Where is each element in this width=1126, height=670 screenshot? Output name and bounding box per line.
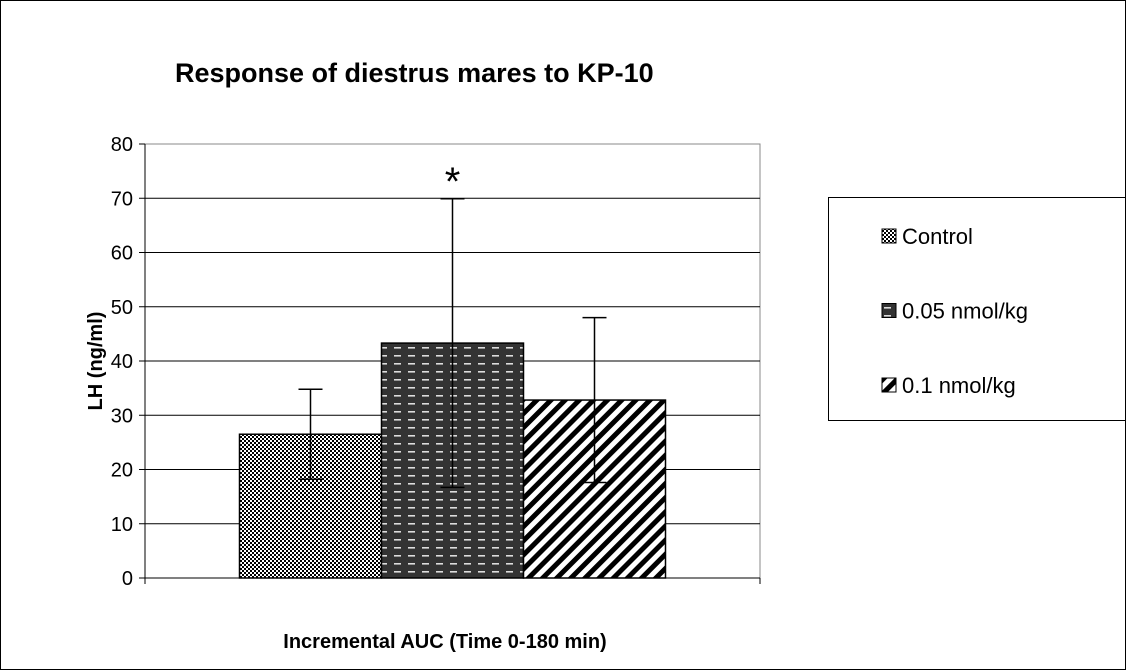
y-tick-label: 50: [111, 297, 133, 319]
legend-label: 0.1 nmol/kg: [902, 373, 1016, 398]
y-tick-label: 30: [111, 405, 133, 427]
y-axis-label: LH (ng/ml): [85, 312, 107, 411]
x-axis-label: Incremental AUC (Time 0-180 min): [283, 631, 606, 653]
y-tick-label: 20: [111, 460, 133, 482]
legend: [828, 197, 1126, 421]
legend-swatch: [881, 228, 897, 244]
y-tick-label: 40: [111, 351, 133, 373]
y-tick-label: 80: [111, 134, 133, 156]
annotation: *: [445, 160, 461, 204]
legend-label: Control: [902, 224, 973, 249]
y-tick-label: 70: [111, 188, 133, 210]
legend-label: 0.05 nmol/kg: [902, 299, 1028, 324]
legend-swatch: [881, 377, 897, 393]
y-tick-label: 60: [111, 243, 133, 265]
chart-title: Response of diestrus mares to KP-10: [175, 58, 654, 88]
y-tick-label: 0: [122, 568, 133, 590]
y-tick-label: 10: [111, 514, 133, 536]
legend-swatch: [881, 303, 897, 318]
